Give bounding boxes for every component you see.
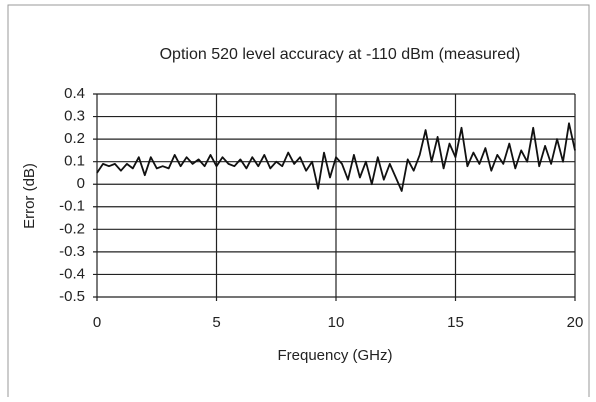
y-tick-label: 0.2 (64, 130, 85, 147)
y-tick-label: 0.4 (64, 85, 85, 102)
y-axis-label: Error (dB) (21, 163, 38, 229)
y-tick-label: -0.4 (59, 265, 85, 282)
y-tick-label: -0.2 (59, 220, 85, 237)
chart-title: Option 520 level accuracy at -110 dBm (m… (160, 46, 521, 63)
y-tick-label: 0.3 (64, 108, 85, 125)
x-tick-label: 5 (212, 314, 220, 331)
frame (7, 4, 590, 402)
y-tick-label: 0.1 (64, 153, 85, 170)
x-tick-label: 10 (328, 314, 345, 331)
x-axis-label: Frequency (GHz) (277, 347, 392, 364)
x-tick-label: 0 (93, 314, 101, 331)
data-line (96, 122, 576, 192)
x-tick-label: 15 (447, 314, 464, 331)
y-tick-label: -0.5 (59, 288, 85, 305)
x-tick-label: 20 (567, 314, 584, 331)
y-tick-label: -0.1 (59, 198, 85, 215)
y-tick-label: 0 (77, 175, 85, 192)
y-tick-label: -0.3 (59, 243, 85, 260)
